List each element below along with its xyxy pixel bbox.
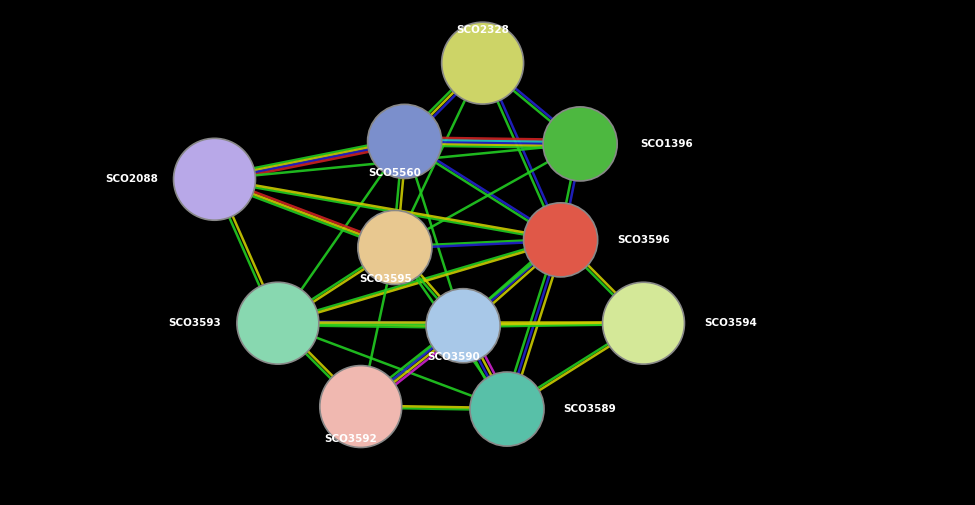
- Text: SCO3590: SCO3590: [427, 352, 480, 362]
- Text: SCO1396: SCO1396: [641, 139, 693, 149]
- Text: SCO2328: SCO2328: [456, 25, 509, 35]
- Ellipse shape: [368, 105, 442, 178]
- Text: SCO3589: SCO3589: [564, 404, 616, 414]
- Ellipse shape: [470, 372, 544, 446]
- Ellipse shape: [426, 289, 500, 363]
- Text: SCO3594: SCO3594: [704, 318, 757, 328]
- Text: SCO2088: SCO2088: [105, 174, 158, 184]
- Ellipse shape: [603, 282, 684, 364]
- Text: SCO3596: SCO3596: [617, 235, 670, 245]
- Ellipse shape: [358, 211, 432, 284]
- Text: SCO3593: SCO3593: [169, 318, 221, 328]
- Text: SCO3595: SCO3595: [359, 274, 411, 284]
- Ellipse shape: [442, 22, 524, 104]
- Ellipse shape: [524, 203, 598, 277]
- Text: SCO5560: SCO5560: [369, 168, 421, 178]
- Ellipse shape: [543, 107, 617, 181]
- Ellipse shape: [237, 282, 319, 364]
- Ellipse shape: [320, 366, 402, 447]
- Text: SCO3592: SCO3592: [325, 434, 377, 444]
- Ellipse shape: [174, 138, 255, 220]
